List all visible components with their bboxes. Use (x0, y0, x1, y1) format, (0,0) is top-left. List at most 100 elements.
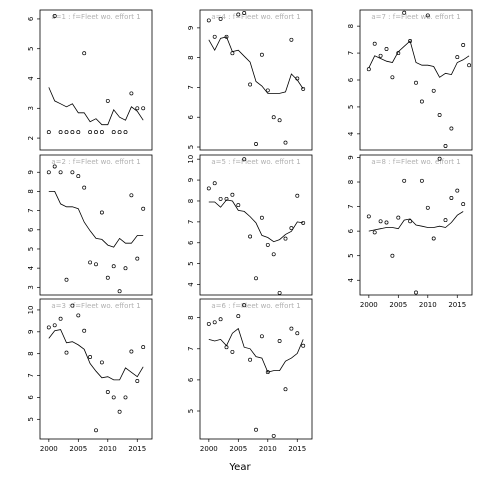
panel-5-fit-line (208, 199, 304, 243)
panel-5-y-tick-label: 6 (187, 240, 195, 245)
panel-6-x-tick-label: 2010 (259, 445, 277, 453)
panel-6-point (254, 427, 258, 432)
panel-6-point (236, 314, 241, 319)
panel-1-point (105, 98, 110, 103)
panel-6-point (224, 345, 229, 350)
panel-7-point (425, 13, 430, 18)
panel-7-point (461, 43, 466, 47)
panel-3-point (99, 360, 104, 365)
panel-5-point (271, 252, 276, 257)
panel-3-fit-line (48, 329, 144, 381)
panel-6-point (277, 339, 282, 343)
panel-2-fit-line (48, 191, 144, 248)
panel-8-point (384, 220, 389, 225)
panel-4-point (224, 34, 229, 39)
panel-8-x-tick-label: 2015 (448, 301, 466, 309)
panel-5-y-tick-label: 10 (187, 155, 195, 164)
panel-2: a=2 : f=Fleet wo. effort 1 3 4 5 6 7 8 9 (27, 154, 153, 296)
panel-5-point (242, 157, 247, 162)
panel-8-point (366, 214, 371, 219)
panel-4-point (218, 16, 223, 21)
panel-6-point (295, 331, 300, 336)
panel-5-point (289, 226, 294, 231)
panel-2-point (129, 193, 134, 198)
panel-7-y-tick-label: 4 (347, 131, 355, 136)
panel-6-fit-line (208, 327, 304, 373)
panel-4-y-tick-label: 5 (187, 145, 195, 149)
panel-4-point (248, 82, 253, 87)
panel-4-y-tick-label: 8 (187, 55, 195, 59)
panel-7-y-tick-label: 5 (347, 105, 355, 109)
panel-2-point (82, 185, 87, 190)
panel-1-point (135, 106, 140, 111)
panel-4-point (301, 86, 306, 91)
panel-2-point (88, 260, 93, 265)
panel-2-point (70, 170, 75, 175)
panel-7-point (396, 51, 401, 56)
panel-6-point (301, 343, 306, 348)
panel-2-point (52, 164, 57, 169)
panel-7-point (467, 63, 472, 68)
panel-2-y-tick-label: 3 (27, 285, 35, 289)
panel-7-y-tick-label: 8 (347, 24, 355, 28)
panel-2-point (58, 170, 63, 175)
panel-8-y-tick-label: 8 (347, 180, 355, 184)
panel-6-point (212, 320, 217, 325)
panel-3-x-tick-label: 2010 (99, 445, 117, 453)
panel-3-point (64, 350, 69, 355)
panel-6-point (283, 387, 288, 392)
panel-6-point (265, 370, 270, 375)
panel-8-y-tick-label: 4 (347, 277, 355, 282)
panel-1-fit-line (48, 87, 144, 126)
panel-8-y-tick-label: 9 (347, 155, 355, 159)
panel-4-point (206, 18, 211, 23)
panel-5-frame (199, 154, 313, 296)
panel-6-point (230, 349, 235, 354)
panel-8-point (402, 178, 407, 183)
panel-7-y-tick-label: 6 (347, 77, 355, 82)
panel-3-frame (39, 298, 153, 440)
panel-1-point (76, 130, 81, 135)
panel-1-point (94, 130, 98, 135)
panel-7-label: a=7 : f=Fleet wo. effort 1 (371, 13, 460, 21)
panel-5-point (212, 181, 217, 186)
panel-4-point (283, 140, 288, 145)
panel-5-point (265, 242, 270, 247)
panel-4-point (271, 115, 276, 120)
panel-2-point (135, 256, 140, 261)
panel-5-point (277, 290, 282, 295)
panel-4-y-tick-label: 6 (187, 114, 195, 119)
panel-6-point (259, 334, 264, 339)
panel-2-point (99, 210, 104, 215)
panel-1-point (82, 51, 87, 56)
panel-4-fit-line (208, 36, 304, 94)
panel-3-y-tick-label: 5 (27, 417, 35, 421)
panel-7-point (390, 75, 395, 80)
panel-8-point (431, 236, 436, 241)
panel-8-x-tick-label: 2000 (360, 301, 378, 309)
panel-4-point (242, 11, 247, 15)
panel-7-point (402, 10, 407, 15)
panel-3-y-tick-label: 9 (27, 330, 35, 334)
panel-1-point (117, 130, 122, 135)
panel-8: a=8 : f=Fleet wo. effort 1 4 5 6 7 8 9 2000 2005… (347, 154, 473, 309)
panel-1-y-tick-label: 2 (27, 136, 35, 140)
panel-4-point (236, 12, 241, 17)
panel-7-point (384, 47, 389, 51)
panel-7-point (408, 39, 413, 43)
panel-6-point (218, 317, 223, 322)
panel-6-y-tick-label: 7 (187, 347, 195, 351)
panel-5-y-tick-label: 5 (187, 261, 195, 265)
panel-7-point (455, 55, 460, 60)
panel-1-point (64, 130, 69, 135)
panel-1: a=1 : f=Fleet wo. effort 1 2 3 4 5 6 (27, 9, 153, 151)
panel-8-point (372, 230, 377, 235)
panel-8-x-tick-label: 2010 (419, 301, 437, 309)
panel-8-point (449, 196, 454, 200)
panel-5-point (301, 220, 306, 225)
panel-3-point (111, 395, 116, 400)
panel-5-point (295, 193, 300, 198)
panel-1-label: a=1 : f=Fleet wo. effort 1 (51, 13, 140, 21)
panel-2-y-tick-label: 4 (27, 265, 35, 270)
